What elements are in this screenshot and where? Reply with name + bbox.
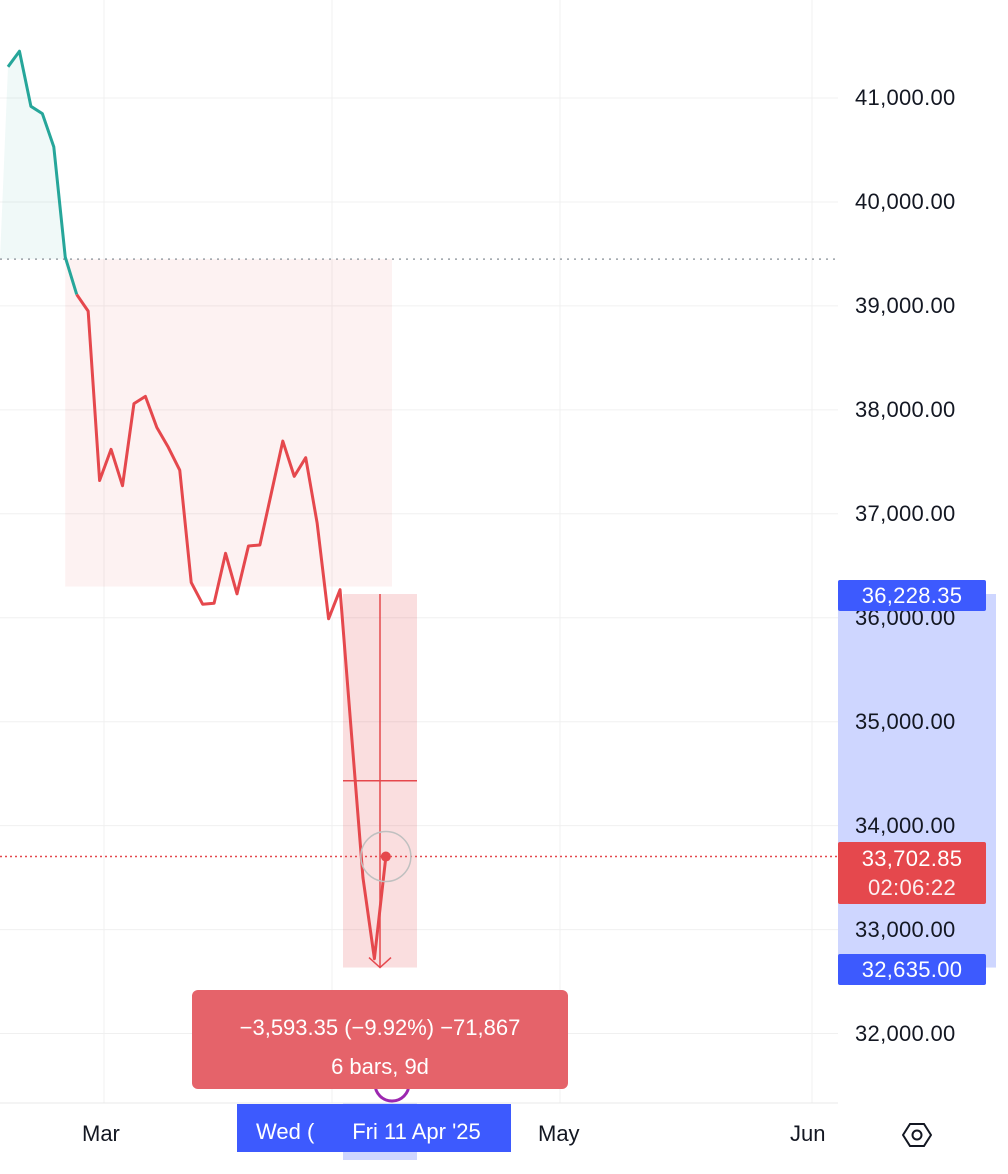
measure-result-box: −3,593.35 (−9.92%) −71,867 6 bars, 9d bbox=[192, 990, 568, 1089]
settings-icon[interactable] bbox=[902, 1120, 932, 1150]
y-tick-label: 40,000.00 bbox=[855, 188, 956, 214]
current-price-tag: 33,702.85 02:06:22 bbox=[838, 842, 986, 904]
last-price-dot bbox=[380, 851, 391, 862]
y-tick-label: 39,000.00 bbox=[855, 292, 956, 318]
cursor-circle bbox=[360, 830, 412, 883]
area-fill-above-baseline bbox=[0, 51, 67, 260]
measure-change: −3,593.35 (−9.92%) −71,867 bbox=[239, 1015, 521, 1040]
bar-marker-icon bbox=[373, 1083, 411, 1103]
x-tick-label: Mar bbox=[82, 1121, 120, 1146]
y-tick-label: 33,000.00 bbox=[855, 916, 956, 942]
measure-bars: 6 bars, 9d bbox=[331, 1054, 429, 1079]
y-tick-label: 35,000.00 bbox=[855, 708, 956, 734]
bar-countdown: 02:06:22 bbox=[867, 875, 957, 900]
measure-high-tag: 36,228.35 bbox=[838, 580, 986, 611]
y-tick-label: 41,000.00 bbox=[855, 85, 956, 110]
x-tick-label: Jun bbox=[790, 1121, 826, 1146]
grid-lines bbox=[0, 0, 838, 1103]
series-line-down bbox=[75, 293, 388, 961]
date-chip-end: Fri 11 Apr '25 bbox=[322, 1104, 511, 1152]
y-tick-label: 34,000.00 bbox=[855, 812, 956, 838]
current-price-value: 33,702.85 bbox=[861, 846, 963, 871]
x-tick-label: May bbox=[538, 1121, 580, 1146]
y-tick-label: 38,000.00 bbox=[855, 396, 956, 422]
measure-low-tag: 32,635.00 bbox=[838, 954, 986, 985]
series-line-up bbox=[6, 49, 79, 295]
y-tick-label: 32,000.00 bbox=[855, 1020, 956, 1046]
measure-arrow-head bbox=[368, 956, 392, 969]
area-fill-below-baseline bbox=[65, 259, 392, 587]
y-tick-label: 37,000.00 bbox=[855, 500, 956, 526]
price-line bbox=[6, 49, 388, 961]
measure-axis-highlight bbox=[838, 594, 996, 968]
